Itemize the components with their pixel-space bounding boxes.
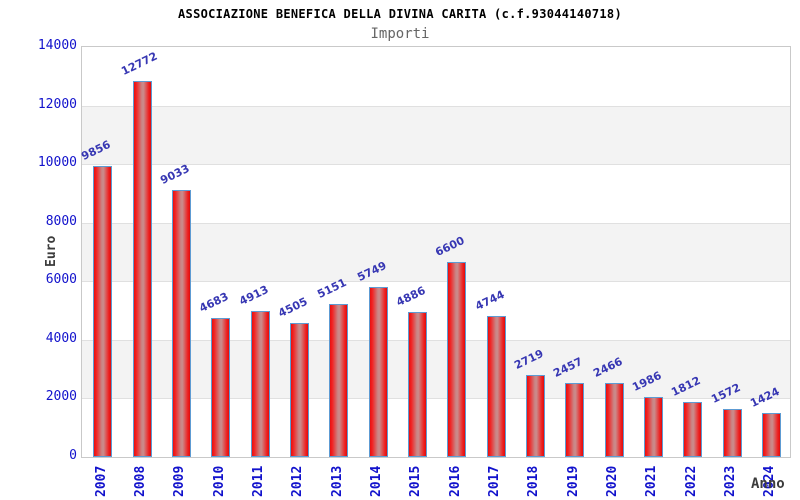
x-tick-label: 2023 xyxy=(723,465,738,497)
x-tick-label: 2019 xyxy=(565,465,581,497)
bar xyxy=(447,261,467,457)
bar xyxy=(604,382,624,457)
y-tick-label: 14000 xyxy=(37,38,77,53)
bar xyxy=(289,323,309,457)
gridline xyxy=(82,222,790,224)
bar xyxy=(93,166,113,457)
x-tick-label: 2012 xyxy=(290,465,306,497)
x-axis-title: Anno xyxy=(751,476,785,492)
bar xyxy=(761,413,781,457)
x-tick-label: 2016 xyxy=(447,465,463,497)
plot-band xyxy=(82,398,790,457)
bar xyxy=(486,316,506,457)
x-tick-label: 2014 xyxy=(369,465,384,497)
y-tick-label: 10000 xyxy=(37,155,77,171)
x-tick-label: 2022 xyxy=(683,465,699,497)
gridline xyxy=(82,339,790,341)
x-tick-label: 2009 xyxy=(172,465,188,497)
bar xyxy=(250,311,270,457)
plot-area: 9856 12772 9033 4683 4913 4505 5151 5749 4886 660… xyxy=(79,46,791,458)
bar xyxy=(525,375,545,457)
gridline xyxy=(82,281,790,283)
y-tick-label: 12000 xyxy=(37,96,77,112)
bar xyxy=(683,401,703,457)
x-tick-label: 2018 xyxy=(526,465,542,497)
x-tick-label: 2007 xyxy=(93,465,109,497)
x-tick-label: 2013 xyxy=(329,465,345,497)
y-tick-label: 0 xyxy=(69,448,77,463)
bar xyxy=(132,80,152,457)
y-tick-label: 8000 xyxy=(45,213,77,229)
plot-band xyxy=(82,281,790,340)
x-tick-label: 2015 xyxy=(408,465,424,497)
plot-band xyxy=(82,339,790,399)
x-tick-label: 2008 xyxy=(133,465,148,497)
y-tick-label: 2000 xyxy=(45,389,77,405)
y-tick-label: 6000 xyxy=(45,272,77,288)
x-tick-label: 2020 xyxy=(605,465,620,497)
y-axis-title: Euro xyxy=(44,235,59,267)
plot-band xyxy=(82,47,790,106)
bar xyxy=(407,311,427,457)
x-tick-label: 2011 xyxy=(251,465,266,497)
plot-band xyxy=(82,222,790,282)
bar xyxy=(171,190,191,457)
plot-band xyxy=(82,164,790,223)
gridline xyxy=(82,164,790,166)
gridline xyxy=(82,398,790,400)
x-tick-label: 2021 xyxy=(644,465,660,497)
bar xyxy=(722,408,742,457)
x-tick-label: 2017 xyxy=(487,465,502,497)
bar xyxy=(565,383,585,457)
bar xyxy=(643,396,663,457)
bar xyxy=(368,286,388,457)
bar xyxy=(329,304,349,457)
chart-subtitle: Importi xyxy=(370,26,430,42)
chart-title: ASSOCIAZIONE BENEFICA DELLA DIVINA CARIT… xyxy=(178,7,622,21)
gridline xyxy=(82,105,790,107)
y-tick-label: 4000 xyxy=(45,330,77,346)
plot-band xyxy=(82,105,790,165)
bar xyxy=(211,317,231,457)
x-tick-label: 2010 xyxy=(211,465,227,497)
